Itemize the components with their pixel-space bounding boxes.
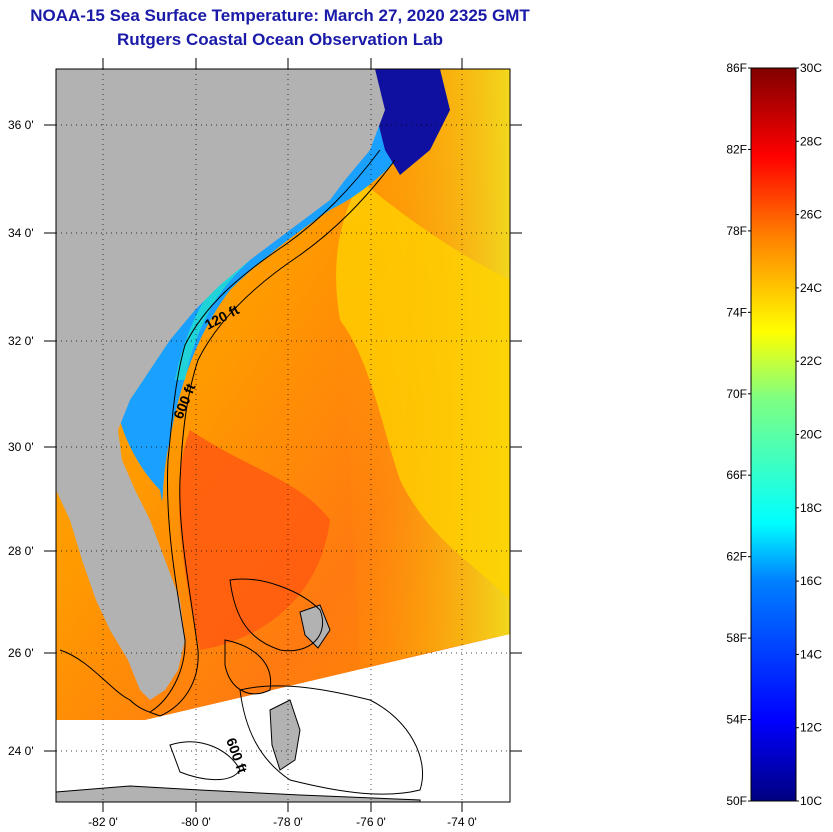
sst-yellow-region xyxy=(336,180,510,600)
colorbar-fahrenheit-label: 78F xyxy=(726,224,747,238)
lat-label: 34 0' xyxy=(8,226,34,240)
lat-label: 30 0' xyxy=(8,440,34,454)
colorbar-fahrenheit-label: 74F xyxy=(726,305,747,319)
colorbar-fahrenheit-labels: 86F 82F 78F 74F 70F 66F 62F 58F 54F 50F xyxy=(726,61,747,808)
colorbar-gradient xyxy=(750,67,797,802)
lat-label: 28 0' xyxy=(8,544,34,558)
contour-bahamas-3 xyxy=(239,685,424,795)
map-frame xyxy=(55,68,511,803)
lat-label: 32 0' xyxy=(8,334,34,348)
lon-label: -76 0' xyxy=(356,815,386,829)
contour-600ft xyxy=(159,159,396,717)
land-mass xyxy=(56,69,385,700)
lat-label: 26 0' xyxy=(8,646,34,660)
colorbar-fahrenheit-label: 66F xyxy=(726,468,747,482)
grid-lines xyxy=(56,69,510,802)
title-line-1: NOAA-15 Sea Surface Temperature: March 2… xyxy=(30,6,530,25)
colorbar-celsius-label: 16C xyxy=(800,574,822,588)
lat-label: 24 0' xyxy=(8,744,34,758)
colorbar-fahrenheit-label: 50F xyxy=(726,794,747,808)
colorbar-celsius-label: 10C xyxy=(800,794,822,808)
colorbar-fahrenheit-label: 54F xyxy=(726,713,747,727)
colorbar-fahrenheit-label: 86F xyxy=(726,61,747,75)
sst-dark-blue-region xyxy=(372,69,450,175)
contour-bahamas-1 xyxy=(229,578,324,652)
lon-label: -78 0' xyxy=(273,815,303,829)
colorbar-fahrenheit-label: 70F xyxy=(726,387,747,401)
colorbar-celsius-label: 20C xyxy=(800,428,822,442)
sst-red-region xyxy=(179,430,330,650)
colorbar-celsius-label: 18C xyxy=(800,501,822,515)
colorbar-celsius-label: 30C xyxy=(800,61,822,75)
map-ticks xyxy=(44,58,522,812)
contour-cuba-shelf xyxy=(169,741,241,781)
colorbar-celsius-label: 26C xyxy=(800,208,822,222)
colorbar-celsius-label: 12C xyxy=(800,721,822,735)
sst-cold-band xyxy=(120,80,430,501)
lon-label: -74 0' xyxy=(447,815,477,829)
colorbar-celsius-labels: 30C 28C 26C 24C 22C 20C 18C 16C 14C 12C 10C xyxy=(800,61,822,808)
colorbar-fahrenheit-label: 82F xyxy=(726,142,747,156)
lat-label: 36 0' xyxy=(8,118,34,132)
colorbar-celsius-label: 14C xyxy=(800,647,822,661)
contour-120ft xyxy=(149,149,381,713)
contour-florida-keys xyxy=(59,649,161,717)
colorbar-fahrenheit-label: 58F xyxy=(726,631,747,645)
bahamas-andros xyxy=(269,699,301,771)
colorbar-celsius-label: 22C xyxy=(800,354,822,368)
colorbar-celsius-label: 24C xyxy=(800,281,822,295)
bahamas-abaco xyxy=(299,604,331,649)
colorbar-ticks xyxy=(748,67,799,802)
contour-bahamas-2 xyxy=(224,639,272,695)
colorbar-fahrenheit-label: 62F xyxy=(726,550,747,564)
lon-label: -82 0' xyxy=(88,815,118,829)
colorbar-celsius-label: 28C xyxy=(800,134,822,148)
title-line-2: Rutgers Coastal Ocean Observation Lab xyxy=(117,30,443,49)
lon-label: -80 0' xyxy=(181,815,211,829)
